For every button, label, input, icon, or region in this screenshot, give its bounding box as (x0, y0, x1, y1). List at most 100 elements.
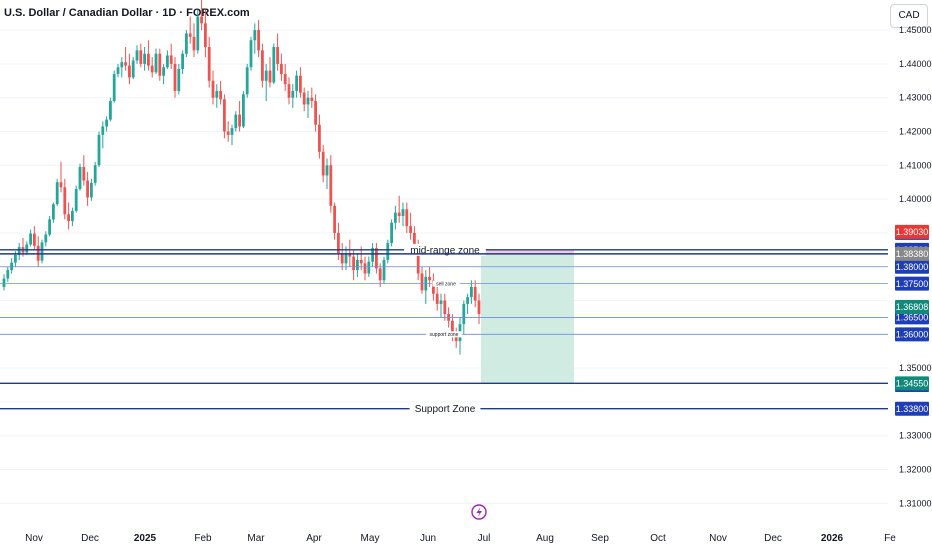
candle-body (55, 182, 59, 205)
x-tick-label: Dec (81, 533, 99, 544)
x-tick-label: Apr (306, 533, 322, 544)
candle-body (318, 124, 321, 152)
candle-body (173, 63, 177, 91)
position-zones (481, 249, 574, 384)
candle-body (291, 90, 295, 98)
x-tick-label: Fe (884, 533, 896, 544)
candle-body (97, 134, 101, 166)
y-tick-label: 1.33000 (899, 431, 932, 441)
candle-body (344, 253, 348, 264)
candle-body (230, 128, 234, 135)
candle-body (333, 205, 336, 233)
level-tag-bg (895, 327, 929, 342)
candle-body (200, 16, 203, 24)
candle-body (401, 209, 405, 217)
last-price-tag: 1.39030 (896, 227, 929, 237)
candle-body (48, 219, 51, 235)
candle-body (188, 33, 192, 37)
candle-body (40, 242, 44, 261)
candle-body (409, 226, 412, 233)
target-price-tag-bg (895, 376, 929, 391)
candle-body (356, 259, 359, 271)
candle-body (443, 300, 447, 315)
candle-body (451, 320, 454, 335)
candle-body (287, 84, 291, 98)
candle-body (439, 300, 443, 304)
target-price-tag: 1.34550 (896, 379, 929, 389)
candle-body (67, 214, 70, 222)
candle-body (93, 165, 97, 183)
candle-body (177, 68, 181, 91)
candle-body (466, 297, 469, 304)
candle-body (139, 50, 143, 64)
candle-body (131, 60, 135, 78)
candle-body (143, 53, 146, 64)
line-label: sell zone (436, 281, 456, 287)
candle-body (378, 268, 382, 281)
y-tick-label: 1.31000 (899, 498, 932, 508)
candle-body (219, 90, 222, 100)
candle-body (238, 114, 241, 127)
level-labels: 1.390001.385001.380001.375001.365001.360… (895, 224, 929, 416)
candle-body (44, 234, 48, 243)
x-tick-label: May (361, 533, 380, 544)
candle-body (169, 55, 173, 64)
entry-price-tag: 1.38380 (896, 249, 929, 259)
y-tick-label: 1.41000 (899, 160, 932, 170)
candle-body (325, 165, 329, 176)
candle-body (150, 65, 154, 73)
candle-body (6, 270, 10, 279)
lightning-icon[interactable] (471, 504, 487, 520)
bid-price-tag: 1.36808 (896, 302, 929, 312)
candle-body (306, 97, 310, 105)
y-tick-label: 1.43000 (899, 93, 932, 103)
candle-body (245, 67, 249, 95)
candle-body (428, 276, 431, 281)
y-tick-label: 1.44000 (899, 59, 932, 69)
candle-body (416, 249, 420, 274)
x-tick-label: Sep (591, 533, 609, 544)
candle-body (348, 253, 352, 257)
candle-body (470, 287, 473, 298)
level-tag: 1.36500 (896, 313, 929, 323)
level-tag: 1.37500 (896, 279, 929, 289)
x-tick-label: Jun (420, 533, 436, 544)
candle-body (242, 94, 245, 127)
stop-loss-zone (481, 249, 574, 254)
candle-body (78, 166, 82, 189)
candle-body (363, 263, 367, 274)
candle-body (128, 65, 131, 78)
y-tick-label: 1.42000 (899, 127, 932, 137)
level-tag-bg (895, 259, 929, 274)
y-tick-label: 1.40000 (899, 194, 932, 204)
x-tick-label: Oct (650, 533, 666, 544)
candle-body (371, 248, 374, 262)
candle-body (299, 75, 302, 93)
candle-body (276, 46, 279, 64)
candle-body (154, 53, 158, 73)
candle-body (82, 166, 86, 181)
y-tick-label: 1.35000 (899, 363, 932, 373)
line-label-bg (432, 280, 460, 287)
candle-body (215, 90, 219, 98)
candle-body (283, 74, 287, 85)
candle-body (310, 97, 314, 102)
line-label-bg (404, 243, 486, 256)
candle-body (29, 233, 32, 245)
drawn-lines: mid-range zone sell zone support zone Suppo… (0, 243, 888, 415)
candle-body (71, 210, 74, 222)
y-axis: 1.31000 1.32000 1.33000 1.35000 1.40000 1.410… (899, 25, 932, 508)
candle-body (359, 259, 363, 264)
currency-button[interactable]: CAD (890, 4, 928, 28)
candle-body (337, 232, 340, 254)
bid-price-tag-bg (895, 299, 929, 314)
candle-body (340, 253, 344, 264)
candle-body (257, 30, 260, 51)
candle-body (253, 30, 257, 41)
candle-body (454, 334, 458, 342)
candle-body (367, 261, 371, 274)
candle-body (101, 126, 105, 135)
candles (2, 0, 481, 355)
x-tick-label: Dec (764, 533, 782, 544)
